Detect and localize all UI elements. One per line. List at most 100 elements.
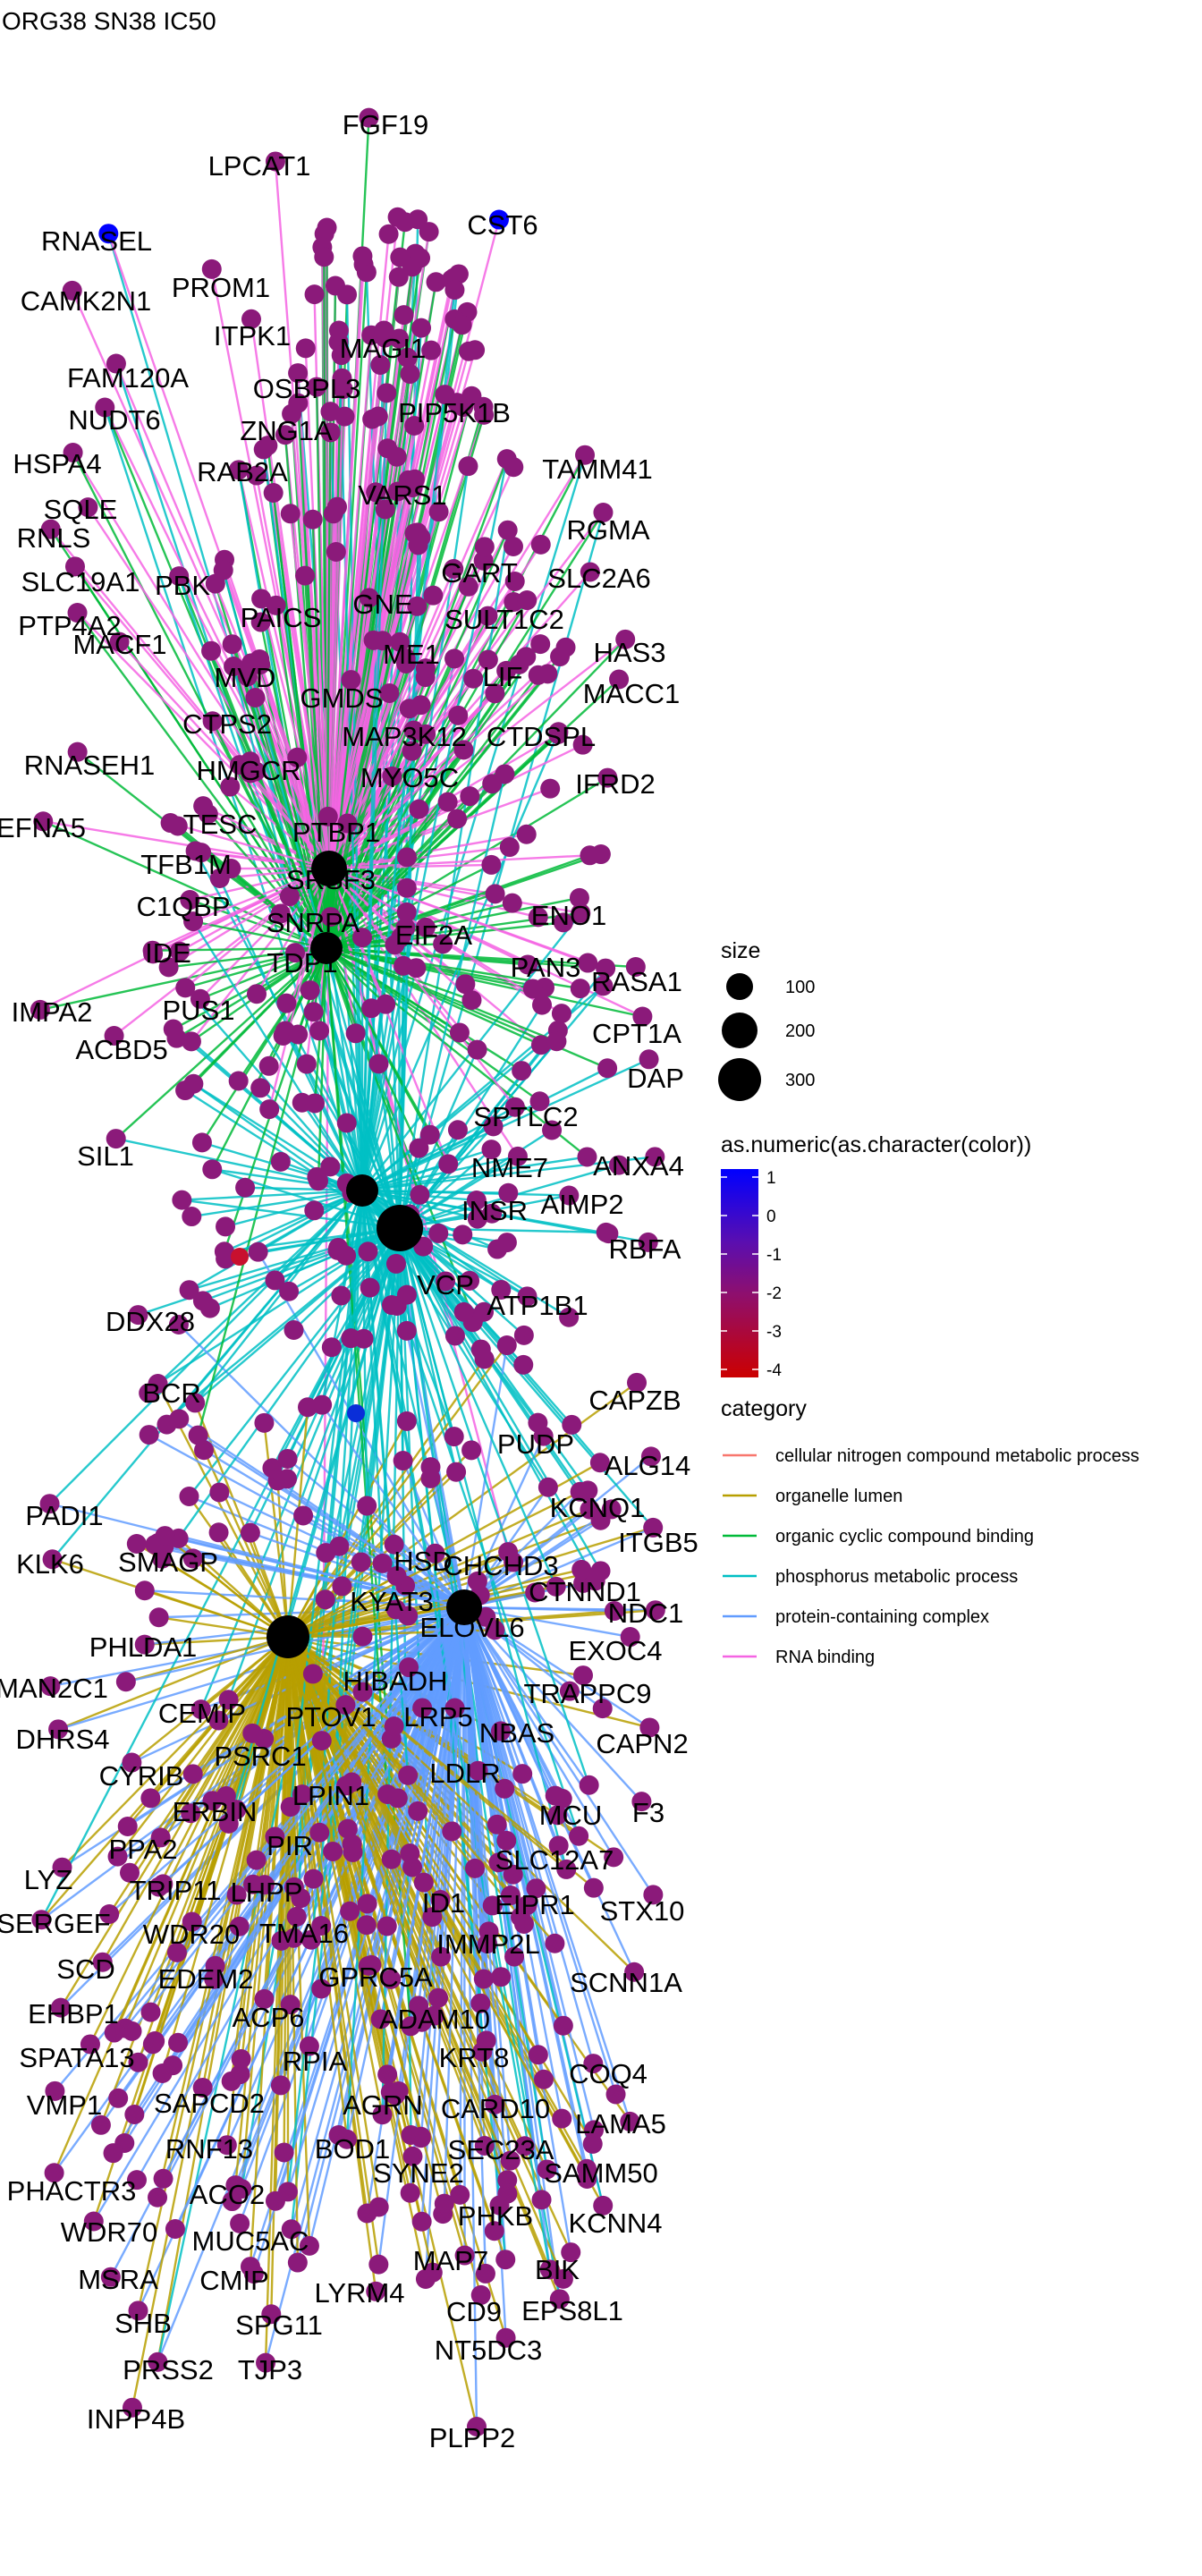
gene-node (398, 1765, 419, 1785)
gene-node (165, 2219, 185, 2240)
color-scale-bar (721, 1169, 758, 1377)
gene-node (39, 1494, 60, 1514)
gene-node (175, 978, 196, 998)
gene-node (526, 1878, 546, 1899)
gene-node (333, 379, 353, 400)
gene-node (285, 943, 306, 963)
edge (157, 1636, 290, 1888)
gene-node (580, 562, 600, 582)
category-node (311, 851, 347, 886)
gene-node (309, 1822, 330, 1843)
edge (325, 947, 389, 1795)
gene-label: KYAT3 (350, 1586, 434, 1617)
edge (104, 407, 364, 1191)
gene-node (442, 1821, 462, 1842)
gene-label: PTP4A2 (18, 610, 121, 641)
edge (116, 1636, 289, 1858)
gene-node (117, 1817, 138, 1837)
gene-label: OSBPL3 (253, 373, 361, 404)
edge (188, 1496, 289, 1638)
gene-node (208, 1522, 229, 1543)
size-legend: 100 200 300 (718, 973, 815, 1101)
gene-node (128, 2052, 148, 2072)
edge (429, 1466, 466, 1608)
gene-node (542, 1120, 563, 1140)
gene-label: MACF1 (72, 629, 166, 660)
gene-label: BIK (535, 2254, 580, 2285)
gene-node (108, 2088, 129, 2108)
gene-node (491, 1967, 512, 1987)
gene-label: HSD (394, 1546, 452, 1577)
gene-node (242, 1723, 263, 1743)
gene-label: AIMP2 (540, 1189, 623, 1220)
gene-node (465, 1858, 486, 1878)
gene-node (513, 1913, 534, 1934)
gene-node (485, 2094, 505, 2114)
gene-label: VMP1 (27, 2089, 102, 2121)
gene-node (631, 1792, 652, 1812)
gene-node (298, 1397, 318, 1418)
gene-node (277, 1448, 298, 1469)
gene-node (411, 2211, 432, 2232)
edge (361, 1156, 588, 1192)
gene-node (326, 541, 346, 562)
gene-node (107, 1846, 128, 1867)
gene-node (473, 1969, 494, 1989)
gene-label: BCR (142, 1377, 200, 1409)
gene-node (103, 2143, 123, 2164)
gene-node (453, 740, 474, 760)
edge (399, 1227, 591, 1511)
gene-node (529, 1091, 550, 1112)
gene-node (231, 2049, 251, 2070)
gene-node (337, 284, 358, 305)
color-tick-label: 0 (766, 1208, 776, 1226)
edge (42, 820, 327, 950)
gene-label: HIBADH (343, 1665, 447, 1697)
gene-node (33, 811, 54, 832)
gene-node (615, 629, 636, 649)
gene-node (580, 845, 600, 866)
gene-node (483, 1116, 504, 1137)
gene-node (148, 2351, 168, 2372)
gene-node (559, 1307, 580, 1327)
gene-node (104, 1026, 124, 1046)
edge (287, 1585, 556, 1639)
gene-node (394, 305, 414, 326)
gene-node (528, 907, 548, 928)
gene-node (30, 999, 50, 1020)
gene-node (428, 1987, 449, 2008)
gene-node (477, 1934, 497, 1954)
gene-node (645, 1600, 665, 1621)
gene-label: SHB (114, 2308, 172, 2339)
gene-node (95, 397, 115, 418)
gene-node (428, 1223, 449, 1243)
edge (286, 1636, 509, 2195)
gene-node (245, 688, 266, 708)
edge (202, 1449, 290, 1638)
gene-node (518, 954, 538, 975)
gene-node (201, 640, 222, 661)
gene-label: LYRM4 (314, 2277, 404, 2309)
gene-label: ZNG1A (240, 415, 333, 446)
gene-node (396, 877, 417, 898)
gene-node (368, 2197, 389, 2217)
gene-node (448, 705, 469, 725)
gene-node (561, 2242, 581, 2263)
gene-node (571, 1559, 592, 1580)
gene-node (218, 1690, 239, 1710)
gene-node (295, 565, 316, 586)
gene-node (168, 2032, 189, 2053)
gene-node (497, 2183, 518, 2204)
gene-node (307, 1166, 327, 1187)
edge (131, 1606, 465, 2032)
gene-node (491, 1279, 512, 1300)
gene-node (106, 1129, 126, 1149)
gene-node (390, 247, 411, 267)
gene-label: ME1 (383, 639, 440, 670)
gene-node (569, 1826, 589, 1846)
gene-node (467, 1039, 487, 1060)
gene-node (461, 1440, 482, 1461)
gene-node (452, 315, 472, 335)
gene-node (126, 1534, 147, 1555)
gene-node (266, 595, 286, 615)
